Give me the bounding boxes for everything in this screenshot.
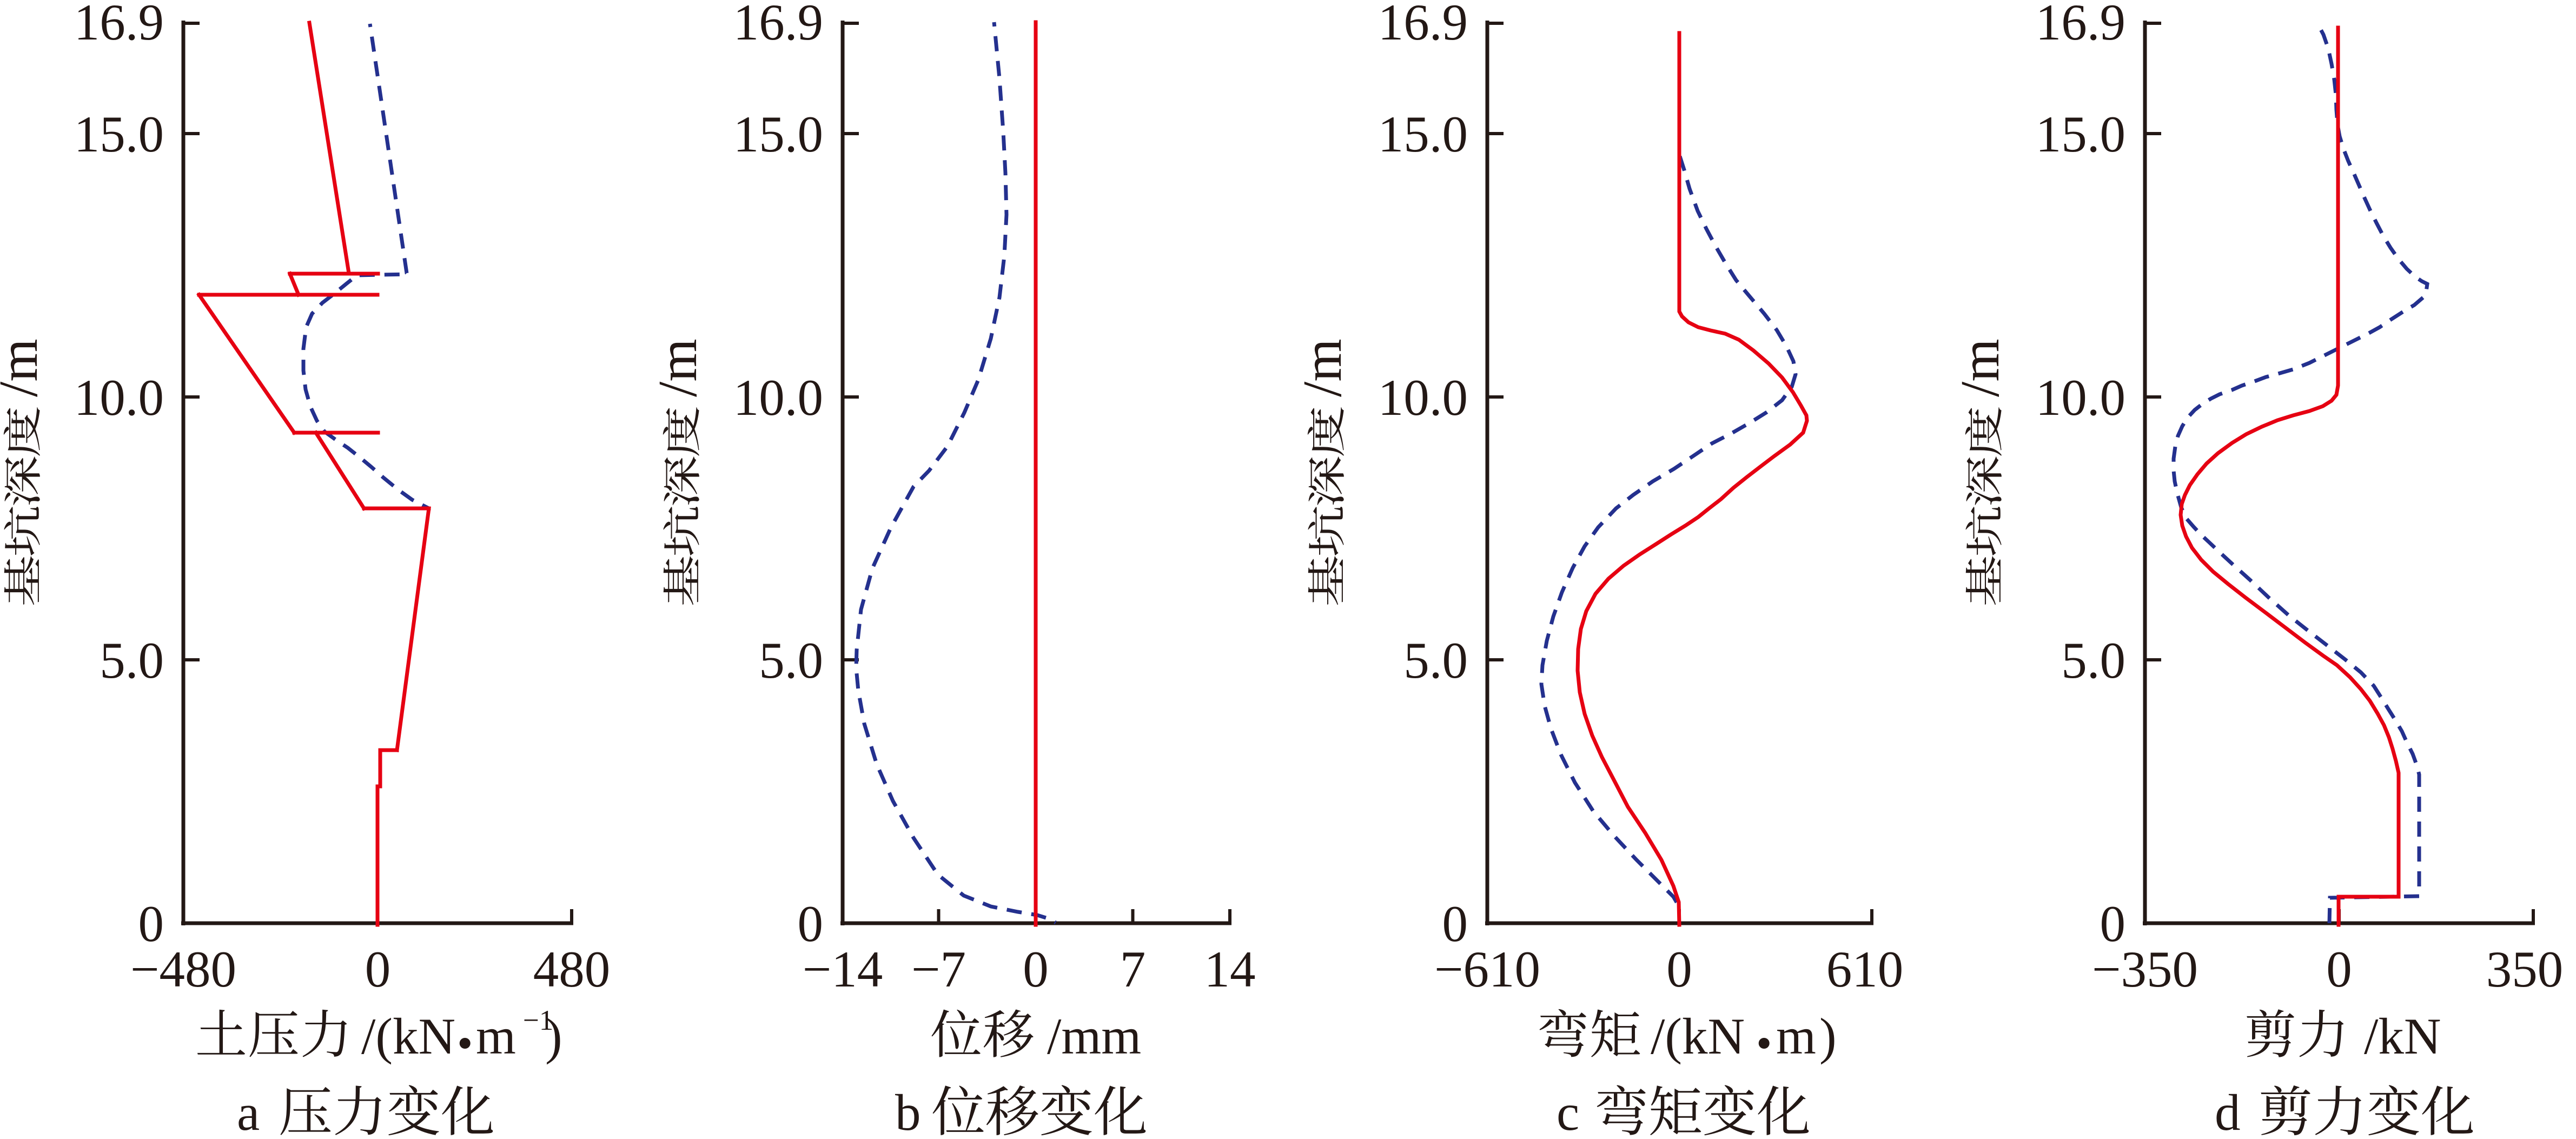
svg-text:15.0: 15.0: [2036, 105, 2125, 163]
svg-text:0: 0: [2100, 895, 2126, 952]
svg-text:10.0: 10.0: [74, 369, 164, 426]
svg-text:16.9: 16.9: [1378, 0, 1468, 51]
svg-text:0: 0: [798, 895, 824, 952]
svg-text:15.0: 15.0: [1378, 105, 1468, 163]
svg-text:5.0: 5.0: [1403, 632, 1468, 689]
svg-text:5.0: 5.0: [100, 632, 164, 689]
svg-text:5.0: 5.0: [759, 632, 823, 689]
svg-text:•: •: [1756, 1018, 1772, 1069]
svg-text:/m: /m: [1950, 339, 2011, 397]
svg-text:10.0: 10.0: [2036, 369, 2125, 426]
svg-text:a: a: [237, 1084, 260, 1139]
svg-text:0: 0: [1023, 941, 1049, 998]
svg-text:−350: −350: [2092, 941, 2198, 998]
svg-text:c: c: [1557, 1084, 1579, 1139]
svg-text:610: 610: [1826, 941, 1904, 998]
svg-text:/(kN: /(kN: [1651, 1008, 1745, 1065]
svg-text:/kN: /kN: [2364, 1008, 2441, 1065]
svg-text:350: 350: [2486, 941, 2564, 998]
svg-text:d: d: [2215, 1084, 2241, 1139]
svg-text:/m: /m: [0, 339, 49, 397]
svg-text:/m: /m: [647, 339, 708, 397]
svg-text:16.9: 16.9: [2036, 0, 2125, 51]
svg-text:0: 0: [1442, 895, 1468, 952]
svg-text:7: 7: [1120, 941, 1146, 998]
svg-text:10.0: 10.0: [733, 369, 823, 426]
svg-text:/m: /m: [1292, 339, 1353, 397]
svg-text:16.9: 16.9: [74, 0, 164, 51]
svg-text:−610: −610: [1434, 941, 1540, 998]
svg-text:−480: −480: [130, 941, 236, 998]
svg-text:•: •: [457, 1018, 473, 1069]
svg-text:16.9: 16.9: [733, 0, 823, 51]
svg-text:15.0: 15.0: [733, 105, 823, 163]
svg-text:−1: −1: [523, 1005, 553, 1036]
svg-text:m: m: [1776, 1008, 1816, 1065]
svg-text:0: 0: [138, 895, 164, 952]
svg-text:b: b: [895, 1084, 921, 1139]
svg-text:15.0: 15.0: [74, 105, 164, 163]
svg-text:0: 0: [1666, 941, 1692, 998]
svg-text:5.0: 5.0: [2061, 632, 2125, 689]
svg-text:): ): [1819, 1008, 1837, 1065]
svg-text:10.0: 10.0: [1378, 369, 1468, 426]
svg-text:480: 480: [533, 941, 611, 998]
svg-text:/mm: /mm: [1047, 1008, 1141, 1065]
svg-text:0: 0: [365, 941, 391, 998]
svg-text:/(kN: /(kN: [361, 1008, 455, 1065]
svg-text:m: m: [476, 1008, 516, 1065]
svg-text:0: 0: [2326, 941, 2352, 998]
svg-text:): ): [545, 1008, 562, 1065]
svg-text:−14: −14: [803, 941, 883, 998]
svg-text:14: 14: [1204, 941, 1256, 998]
svg-text:−7: −7: [911, 941, 966, 998]
